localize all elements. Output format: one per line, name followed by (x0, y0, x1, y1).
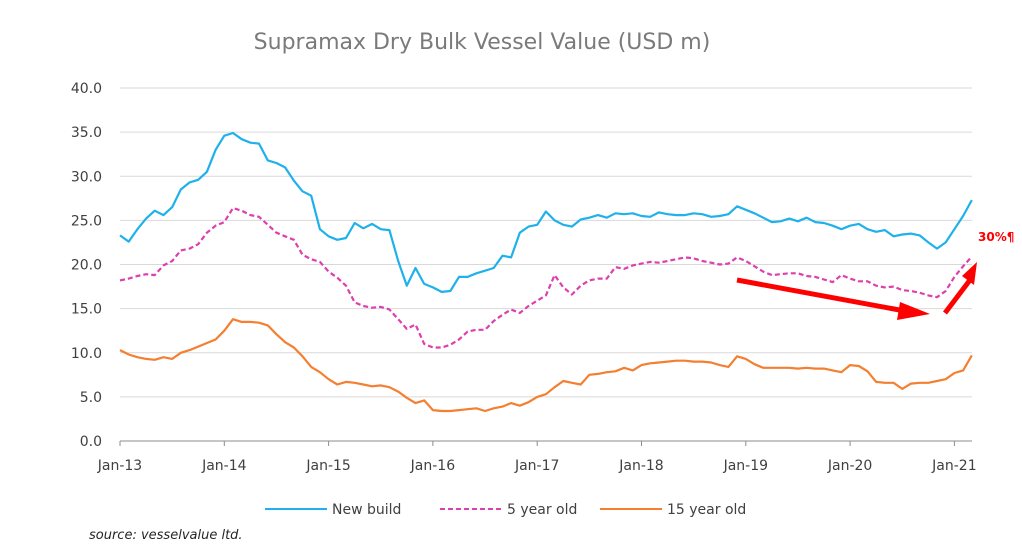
down-trend-arrow-shaft (736, 277, 906, 314)
x-tick-label: Jan-19 (723, 458, 768, 474)
x-tick-label: Jan-15 (305, 458, 350, 474)
series-line-5-year-old (119, 206, 973, 349)
chart-title: Supramax Dry Bulk Vessel Value (USD m) (254, 30, 711, 55)
y-tick-label: 35.0 (71, 125, 102, 141)
y-tick-label: 0.0 (80, 434, 102, 450)
up-trend-arrow-shaft (943, 278, 972, 315)
up-trend-arrow-head (962, 262, 977, 285)
legend-label: 15 year old (667, 502, 746, 518)
annotation-30pct: 30%¶ (978, 230, 1014, 244)
y-tick-label: 10.0 (71, 346, 102, 362)
y-tick-label: 5.0 (80, 390, 102, 406)
y-tick-label: 40.0 (71, 81, 102, 97)
series-line-15-year-old (119, 318, 973, 413)
down-trend-arrow-head (897, 302, 930, 320)
series-lines (119, 131, 973, 413)
x-tick-label: Jan-16 (410, 458, 456, 474)
series-line-new-build (119, 131, 973, 293)
x-tick-label: Jan-13 (97, 458, 142, 474)
legend-label: New build (332, 502, 401, 518)
legend-label: 5 year old (507, 502, 577, 518)
x-tick-label: Jan-21 (931, 458, 976, 474)
gridlines (120, 87, 972, 398)
x-tick-label: Jan-17 (514, 458, 559, 474)
y-tick-label: 15.0 (71, 302, 102, 318)
source-note: source: vesselvalue ltd. (89, 528, 243, 543)
x-axis: Jan-13 Jan-14 Jan-15 Jan-16 Jan-17 Jan-18 Jan-… (97, 440, 977, 474)
legend: New build 5 year old 15 year old (265, 502, 746, 518)
y-axis: 0.0 5.0 10.0 15.0 20.0 25.0 30.0 35.0 40.0 (71, 81, 102, 450)
y-tick-label: 20.0 (71, 258, 102, 274)
x-tick-label: Jan-18 (618, 458, 663, 474)
y-tick-label: 25.0 (71, 213, 102, 229)
y-tick-label: 30.0 (71, 169, 102, 185)
x-tick-label: Jan-14 (201, 458, 247, 474)
annotations: 30%¶ (736, 230, 1014, 320)
x-tick-label: Jan-20 (827, 458, 872, 474)
